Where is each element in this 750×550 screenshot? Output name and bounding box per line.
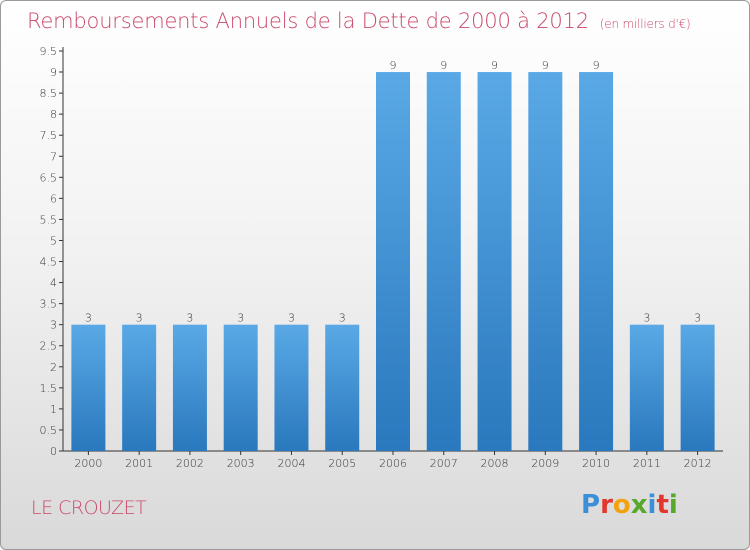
bar-2001 (122, 324, 157, 451)
y-tick-label: 3.5 (40, 298, 58, 311)
x-tick-label: 2010 (582, 457, 610, 470)
data-label: 3 (237, 312, 244, 325)
bar-2005 (325, 324, 360, 451)
bar-2009 (528, 72, 563, 451)
bar-2006 (376, 72, 410, 451)
x-tick-label: 2012 (684, 457, 712, 470)
logo-letter: P (581, 490, 601, 520)
y-tick-label: 5 (50, 234, 57, 247)
data-label: 9 (542, 59, 549, 72)
data-label: 3 (85, 312, 92, 325)
chart-labels: 2000 3 2001 3 2002 3 2003 3 2004 3 2005 3 2006 9 2007 9… (74, 59, 711, 470)
commune-name: LE CROUZET (31, 497, 147, 519)
bar-2012 (680, 324, 715, 451)
y-tick-label: 7.5 (40, 129, 58, 142)
bar-2011 (629, 324, 664, 451)
y-tick-label: 1 (50, 403, 57, 416)
bar-2008 (477, 72, 512, 451)
y-tick-label: 3 (50, 319, 57, 332)
x-tick-label: 2008 (481, 457, 509, 470)
data-label: 9 (440, 59, 447, 72)
y-tick-label: 6.5 (40, 171, 58, 184)
y-tick-label: 5.5 (40, 213, 58, 226)
bar-2007 (426, 72, 461, 451)
y-tick-label: 4.5 (40, 256, 58, 269)
y-tick-label: 8 (50, 108, 57, 121)
bar-2003 (223, 324, 258, 451)
y-tick-label: 6 (50, 192, 57, 205)
data-label: 3 (643, 312, 650, 325)
data-label: 9 (593, 59, 600, 72)
x-tick-label: 2004 (277, 457, 305, 470)
x-tick-label: 2007 (430, 457, 458, 470)
y-tick-label: 4 (50, 277, 57, 290)
y-tick-label: 1.5 (40, 382, 58, 395)
logo-letter: r (600, 490, 613, 520)
data-label: 3 (339, 312, 346, 325)
data-label: 3 (694, 312, 701, 325)
chart-axes: 0 0.5 1 1.5 2 2.5 3 3.5 4 4.5 5 5.5 6 6.5 7 7.5 8 8.5 9 9.5 (40, 45, 723, 458)
x-tick-label: 2011 (633, 457, 661, 470)
y-tick-label: 2.5 (40, 340, 58, 353)
y-tick-label: 2 (50, 361, 57, 374)
chart-title: Remboursements Annuels de la Dette de 20… (27, 9, 691, 33)
bar-2000 (71, 324, 106, 451)
chart-bars (71, 72, 715, 451)
chart-title-text: Remboursements Annuels de la Dette de 20… (27, 9, 589, 33)
bar-2010 (579, 72, 614, 451)
x-tick-label: 2000 (74, 457, 102, 470)
bar-2004 (274, 324, 309, 451)
logo-letter: x (630, 490, 648, 520)
logo-letter: t (656, 490, 669, 520)
data-label: 9 (491, 59, 498, 72)
y-tick-label: 0 (50, 445, 57, 458)
data-label: 3 (186, 312, 193, 325)
logo-letter: o (612, 490, 631, 520)
chart-unit-text: (en milliers d'€) (599, 17, 691, 31)
x-tick-label: 2009 (531, 457, 559, 470)
proxiti-logo: Proxiti (581, 490, 678, 520)
bar-2002 (172, 324, 207, 451)
x-tick-label: 2003 (227, 457, 255, 470)
x-tick-label: 2002 (176, 457, 204, 470)
y-tick-label: 8.5 (40, 87, 58, 100)
x-tick-label: 2006 (379, 457, 407, 470)
data-label: 3 (288, 312, 295, 325)
y-tick-label: 9.5 (40, 45, 58, 58)
data-label: 3 (136, 312, 143, 325)
y-tick-label: 0.5 (40, 424, 58, 437)
logo-letter: i (668, 490, 678, 520)
logo-letter: i (647, 490, 657, 520)
y-tick-label: 9 (50, 66, 57, 79)
y-tick-label: 7 (50, 150, 57, 163)
x-tick-label: 2001 (125, 457, 153, 470)
data-label: 9 (390, 59, 397, 72)
x-tick-label: 2005 (328, 457, 356, 470)
